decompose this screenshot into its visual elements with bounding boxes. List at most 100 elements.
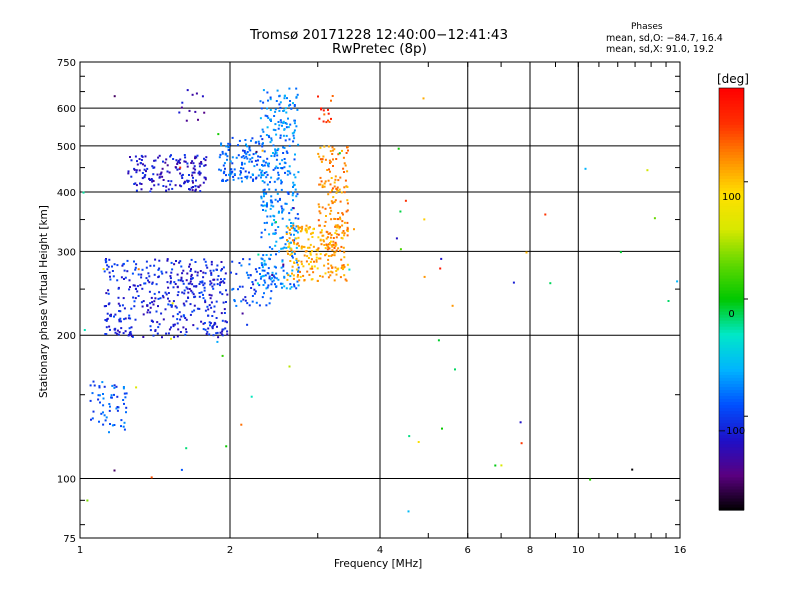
data-point <box>285 134 288 137</box>
data-point <box>243 150 246 152</box>
data-point <box>120 419 123 422</box>
data-point <box>261 143 264 146</box>
data-point <box>318 183 321 186</box>
data-point <box>334 178 337 181</box>
data-point <box>309 253 312 256</box>
data-point <box>225 174 227 177</box>
data-point <box>297 284 300 287</box>
data-point <box>222 280 225 283</box>
noise-point <box>520 442 523 445</box>
data-point <box>160 171 163 174</box>
data-point <box>257 140 260 143</box>
data-point <box>162 318 165 321</box>
colorbar-segment <box>719 389 744 394</box>
data-point <box>226 330 229 333</box>
data-point <box>126 270 129 273</box>
data-point <box>144 155 147 158</box>
data-point <box>216 278 219 281</box>
data-point <box>107 289 110 292</box>
data-point <box>89 384 92 387</box>
data-point <box>345 210 348 213</box>
data-point <box>149 311 152 314</box>
data-point <box>132 284 135 287</box>
data-point <box>278 103 281 106</box>
noise-point <box>179 166 182 169</box>
data-point <box>131 272 134 275</box>
data-point <box>265 171 268 174</box>
data-point <box>334 242 337 245</box>
data-point <box>333 279 336 282</box>
data-point <box>202 297 205 300</box>
data-point <box>254 290 257 293</box>
data-point <box>270 283 273 286</box>
data-point <box>133 260 135 263</box>
data-point <box>260 231 263 234</box>
data-point <box>178 261 181 264</box>
data-point <box>329 242 331 245</box>
data-point <box>165 158 168 161</box>
data-point <box>266 126 269 129</box>
data-point <box>221 179 223 182</box>
data-point <box>129 317 132 320</box>
data-point <box>142 313 145 316</box>
noise-point <box>113 469 116 472</box>
data-point <box>136 160 138 163</box>
data-point <box>198 162 201 165</box>
colorbar-segment <box>719 482 744 487</box>
data-point <box>192 293 195 296</box>
data-point <box>339 200 342 203</box>
colorbar-segment <box>719 326 744 330</box>
data-point <box>269 141 272 144</box>
data-point <box>213 305 216 308</box>
data-point <box>271 247 274 250</box>
colorbar-segment <box>719 422 744 427</box>
noise-point <box>441 427 443 430</box>
data-point <box>287 193 290 195</box>
data-point <box>271 222 274 225</box>
data-point <box>319 231 322 234</box>
data-point <box>307 238 310 241</box>
noise-point <box>667 300 670 302</box>
data-point <box>317 152 320 155</box>
data-point <box>211 327 214 330</box>
data-point <box>264 274 267 277</box>
data-point <box>115 385 118 388</box>
colorbar-segment <box>719 374 744 378</box>
data-point <box>259 273 261 275</box>
data-point <box>346 227 349 230</box>
data-point <box>157 183 160 186</box>
noise-point <box>241 312 244 315</box>
data-point <box>306 246 309 249</box>
noise-point <box>225 445 228 448</box>
data-point <box>103 270 106 273</box>
colorbar-segment <box>719 91 744 95</box>
data-point <box>263 188 266 191</box>
noise-point <box>180 468 183 471</box>
data-point <box>210 260 213 263</box>
data-point <box>304 250 307 253</box>
data-point <box>231 288 234 291</box>
data-point <box>186 89 189 92</box>
data-point <box>266 162 269 165</box>
data-point <box>337 218 339 221</box>
data-point <box>297 269 300 272</box>
colorbar-segment <box>719 488 744 493</box>
noise-point <box>676 280 679 283</box>
data-point <box>297 171 300 174</box>
data-point <box>291 194 294 197</box>
colorbar-segment <box>719 247 744 252</box>
data-point <box>176 313 179 316</box>
data-point <box>160 172 162 175</box>
data-point <box>245 143 247 146</box>
data-point <box>113 386 116 389</box>
colorbar-segment <box>719 431 744 436</box>
data-point <box>334 225 337 228</box>
colorbar-segment <box>719 169 744 173</box>
y-tick-label: 100 <box>57 475 76 486</box>
data-point <box>283 158 286 160</box>
data-point <box>279 167 282 169</box>
data-point <box>308 263 310 266</box>
data-point <box>161 294 164 297</box>
data-point <box>206 330 209 333</box>
data-point <box>220 261 223 263</box>
